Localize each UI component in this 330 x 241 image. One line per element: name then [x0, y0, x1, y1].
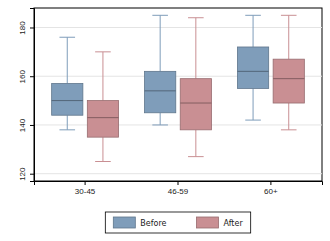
x-axis-line: [35, 182, 323, 186]
y-tick-label: 120: [18, 167, 27, 181]
box: [237, 47, 268, 88]
x-tick: 60+: [264, 181, 278, 196]
whisker-low: [102, 137, 103, 161]
median: [145, 90, 176, 91]
y-tick-label: 160: [18, 70, 27, 84]
whisker-cap-low: [281, 129, 297, 130]
legend-item: After: [196, 217, 243, 228]
x-tick: 30-45: [75, 181, 96, 196]
legend-frame: [105, 212, 250, 233]
whisker-cap-low: [95, 161, 111, 162]
legend-label: Before: [140, 219, 166, 228]
box-series: [52, 15, 269, 130]
x-tick-mark: [270, 181, 271, 185]
whisker-cap-high: [59, 37, 75, 38]
whisker-cap-low: [188, 156, 204, 157]
whisker-low: [160, 113, 161, 125]
y-tick: 140: [18, 118, 34, 132]
whisker-high: [67, 37, 68, 83]
whisker-cap-high: [245, 15, 261, 16]
grid-line: [34, 124, 322, 125]
median: [180, 103, 211, 104]
y-tick: 120: [18, 167, 34, 181]
grid-line: [34, 173, 322, 174]
whisker-cap-low: [59, 129, 75, 130]
y-tick: 180: [18, 21, 34, 35]
median: [52, 100, 83, 101]
grid: [34, 27, 322, 173]
whisker-low: [67, 115, 68, 130]
box: [52, 84, 83, 116]
y-axis-line: [30, 9, 35, 182]
box: [87, 101, 118, 138]
median: [237, 71, 268, 72]
whisker-cap-high: [188, 17, 204, 18]
median: [273, 78, 304, 79]
y-tick-mark: [30, 174, 34, 175]
x-tick: 46-59: [168, 181, 189, 196]
y-tick-mark: [30, 27, 34, 28]
whisker-high: [253, 15, 254, 47]
whisker-low: [195, 130, 196, 157]
whisker-cap-high: [95, 51, 111, 52]
whisker-high: [195, 18, 196, 79]
whisker-cap-high: [152, 15, 168, 16]
boxes: [52, 15, 305, 161]
whisker-cap-high: [281, 15, 297, 16]
y-tick-mark: [30, 125, 34, 126]
y-tick-mark: [30, 76, 34, 77]
x-tick-label: 46-59: [168, 187, 189, 196]
y-tick-label: 180: [18, 21, 27, 35]
median: [87, 117, 118, 118]
y-tick: 160: [18, 70, 34, 84]
legend-label: After: [223, 219, 243, 228]
x-tick-label: 60+: [264, 187, 278, 196]
chart: 120 140 160 180 30-45 46-59 60+ Before After: [0, 0, 330, 241]
legend: Before After: [105, 212, 250, 233]
y-tick-label: 140: [18, 118, 27, 132]
plot-frame: [34, 8, 322, 181]
box: [145, 71, 176, 112]
whisker-low: [288, 103, 289, 130]
whisker-low: [253, 88, 254, 120]
legend-item: Before: [113, 217, 166, 228]
x-tick-mark: [85, 181, 86, 185]
x-axis: 30-45 46-59 60+: [35, 181, 323, 196]
legend-swatch: [113, 217, 135, 228]
y-axis: 120 140 160 180: [18, 9, 35, 182]
box-series: [87, 15, 304, 161]
whisker-high: [160, 15, 161, 71]
box: [273, 59, 304, 103]
grid-line: [34, 27, 322, 28]
whisker-high: [102, 52, 103, 101]
whisker-cap-low: [245, 120, 261, 121]
legend-swatch: [196, 217, 218, 228]
whisker-cap-low: [152, 124, 168, 125]
whisker-high: [288, 15, 289, 59]
x-tick-label: 30-45: [75, 187, 96, 196]
x-tick-mark: [178, 181, 179, 185]
plot: 120 140 160 180 30-45 46-59 60+: [18, 8, 323, 196]
box: [180, 79, 211, 130]
